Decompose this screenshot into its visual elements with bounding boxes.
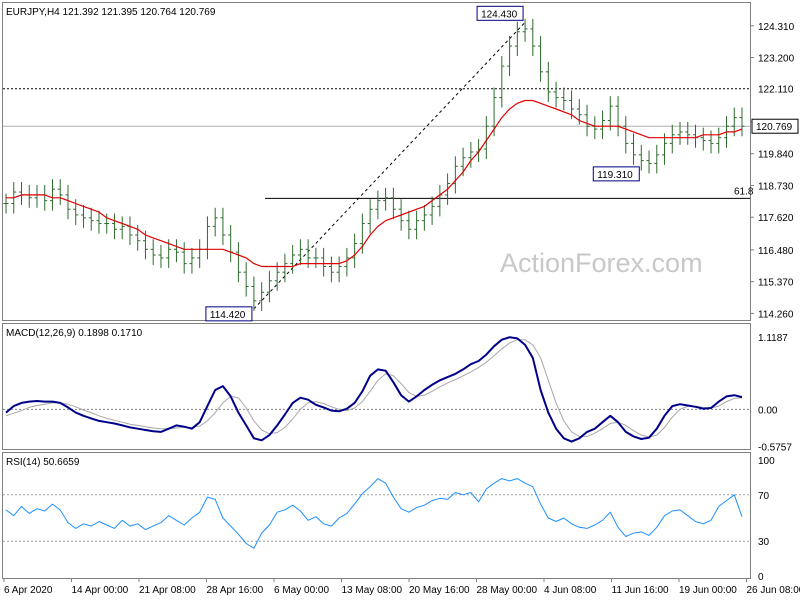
price-layer: 122.110 61.8 124.430 114.420 119.310: [3, 5, 794, 322]
rsi-title: RSI(14) 50.6659: [6, 457, 80, 468]
rsi-tick-label: 30: [758, 537, 770, 548]
price-tick-label: 123.200: [758, 54, 795, 65]
price-tick-label: 115.370: [758, 278, 794, 289]
macd-panel-frame: [2, 323, 751, 450]
x-tick-label: 19 Jun 00:00: [679, 585, 737, 596]
macd-tick-label: -0.5757: [758, 442, 792, 453]
price-tick-label: 124.310: [758, 22, 795, 33]
rsi-panel-frame: [2, 452, 751, 579]
x-tick-label: 14 Apr 00:00: [72, 585, 129, 596]
x-tick-label: 21 Apr 08:00: [139, 585, 196, 596]
x-tick-label: 28 May 00:00: [477, 585, 538, 596]
price-tick-label: 114.260: [758, 309, 794, 320]
moving-average-line: [6, 99, 743, 268]
macd-line: [5, 336, 743, 443]
price-level-label: 61.8: [734, 186, 754, 197]
axis-layer: 124.310123.200120.950119.840118.730117.6…: [3, 22, 800, 596]
annotation-box: [592, 166, 640, 182]
annotation-box: [205, 306, 253, 322]
x-tick-label: 11 Jun 16:00: [612, 585, 670, 596]
annotation-label: 124.430: [481, 9, 518, 20]
macd-tick-label: 1.1187: [758, 333, 788, 344]
rsi-tick-label: 100: [758, 456, 775, 467]
x-tick-label: 26 Jun 08:00: [747, 585, 800, 596]
rsi-line: [5, 478, 743, 549]
macd-layer: [3, 336, 750, 443]
annotation-label: 119.310: [597, 170, 633, 181]
annotation-box: [476, 5, 524, 21]
x-tick-label: 4 Jun 08:00: [544, 585, 597, 596]
x-tick-label: 20 May 16:00: [409, 585, 470, 596]
x-tick-label: 6 Apr 2020: [4, 585, 53, 596]
macd-tick-label: 0.00: [758, 405, 778, 416]
current-price-label: 120.769: [756, 122, 793, 133]
macd-title: MACD(12,26,9) 0.1898 0.1710: [6, 328, 143, 339]
rsi-tick-label: 70: [758, 491, 770, 502]
price-tick-label: 117.620: [758, 213, 794, 224]
price-tick-label: 116.480: [758, 246, 794, 257]
watermark: ActionForex.com: [500, 248, 703, 278]
price-tick-label: 119.840: [758, 150, 794, 161]
x-tick-label: 6 May 00:00: [274, 585, 329, 596]
rsi-layer: [3, 478, 750, 549]
price-level-label: 122.110: [758, 85, 794, 96]
price-tick-label: 118.730: [758, 181, 794, 192]
price-title: EURJPY,H4 121.392 121.395 120.764 120.76…: [6, 7, 216, 18]
current-price-box: [751, 118, 799, 134]
x-tick-label: 13 May 08:00: [342, 585, 403, 596]
x-tick-label: 28 Apr 16:00: [207, 585, 264, 596]
annotation-label: 114.420: [210, 310, 246, 321]
price-panel-frame: [2, 2, 751, 321]
rsi-tick-label: 0: [758, 572, 764, 583]
